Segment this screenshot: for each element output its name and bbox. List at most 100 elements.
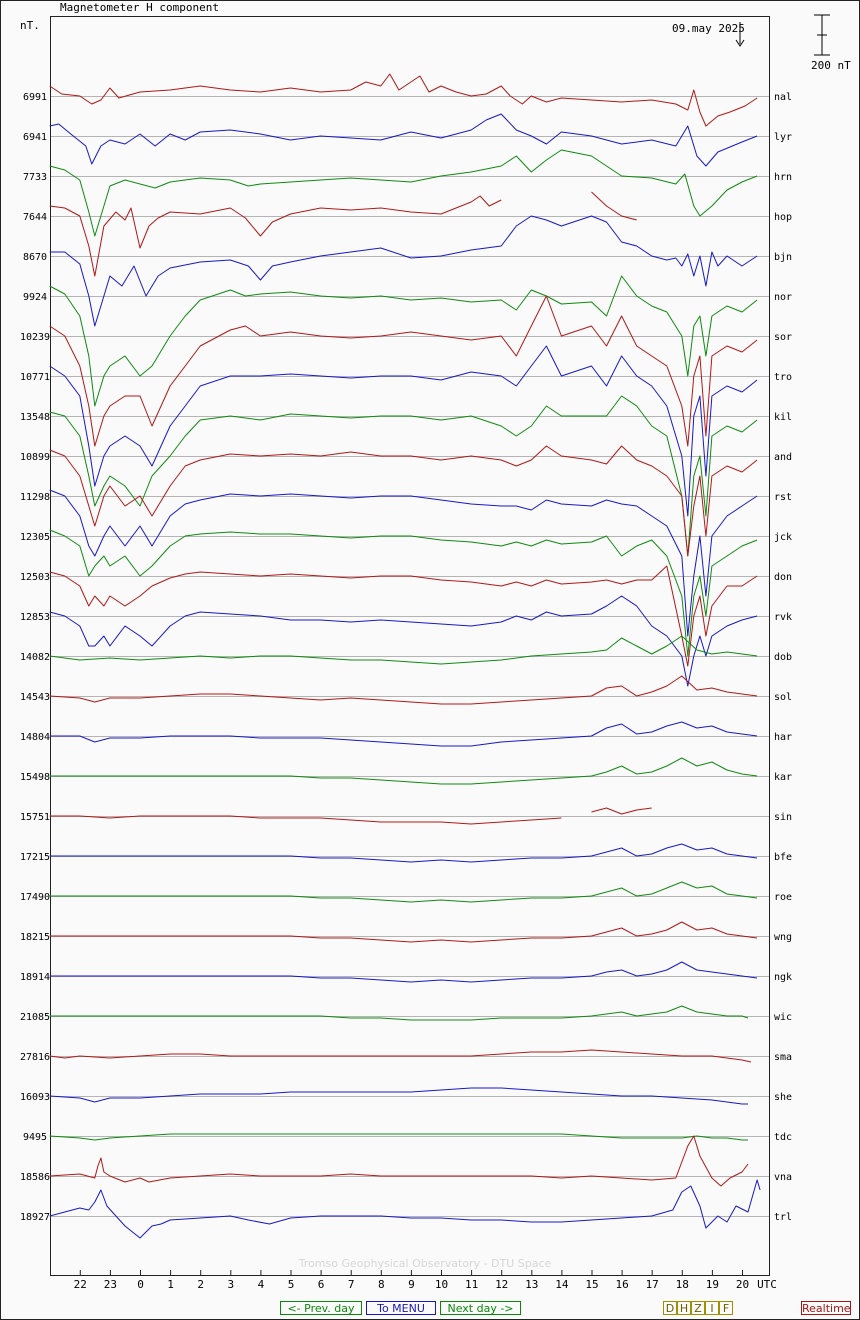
- station-label-wic: wic: [774, 1012, 792, 1023]
- trace-group: [49, 73, 761, 1239]
- x-tick-label-11: 11: [465, 1278, 478, 1291]
- trace-sor: [49, 295, 758, 447]
- station-label-sor: sor: [774, 332, 792, 343]
- baseline-label-and: 10899: [20, 452, 50, 463]
- component-h-button[interactable]: H: [677, 1301, 691, 1315]
- baseline-label-nal: 6991: [23, 92, 47, 103]
- baseline-label-rst: 11298: [20, 492, 50, 503]
- baseline-label-hop: 7644: [23, 212, 47, 223]
- x-unit-label: UTC: [757, 1278, 777, 1291]
- x-tick-label-20: 20: [736, 1278, 749, 1291]
- baseline-label-sin: 15751: [20, 812, 50, 823]
- baseline-label-vna: 18586: [20, 1172, 50, 1183]
- trace-sol: [49, 675, 758, 705]
- menu-button[interactable]: To MENU: [366, 1301, 436, 1315]
- component-f-button[interactable]: F: [719, 1301, 733, 1315]
- station-label-bfe: bfe: [774, 852, 792, 863]
- x-tick-label-5: 5: [288, 1278, 295, 1291]
- next-day-button[interactable]: Next day ->: [440, 1301, 521, 1315]
- baseline-label-hrn: 7733: [23, 172, 47, 183]
- realtime-button[interactable]: Realtime: [801, 1301, 851, 1315]
- x-tick-label-18: 18: [676, 1278, 689, 1291]
- trace-bfe: [49, 843, 758, 863]
- x-tick-label-0: 0: [137, 1278, 144, 1291]
- baseline-label-har: 14804: [20, 732, 50, 743]
- x-tick-label-10: 10: [435, 1278, 448, 1291]
- station-label-nal: nal: [774, 92, 792, 103]
- baseline-label-don: 12503: [20, 572, 50, 583]
- station-label-sol: sol: [774, 692, 792, 703]
- trace-jck: [49, 529, 758, 657]
- component-i-button[interactable]: I: [705, 1301, 719, 1315]
- station-label-sin: sin: [774, 812, 792, 823]
- baseline-label-kar: 15498: [20, 772, 50, 783]
- baseline-label-tro: 10771: [20, 372, 50, 383]
- date-arrow-icon: [735, 22, 745, 47]
- trace-nor: [49, 275, 758, 407]
- baseline-label-nor: 9924: [23, 292, 47, 303]
- station-label-sma: sma: [774, 1052, 792, 1063]
- baseline-label-trl: 18927: [20, 1212, 50, 1223]
- trace-hop: [49, 191, 637, 277]
- station-label-trl: trl: [774, 1212, 792, 1223]
- x-tick-label-1: 1: [167, 1278, 174, 1291]
- x-tick-label-7: 7: [348, 1278, 355, 1291]
- trace-hrn: [49, 149, 758, 237]
- station-label-wng: wng: [774, 932, 792, 943]
- station-label-tdc: tdc: [774, 1132, 792, 1143]
- x-tick-label-8: 8: [378, 1278, 385, 1291]
- station-labels: nal lyr hrn hop bjn nor sor tro kil and rst jck don r…: [774, 92, 792, 1223]
- trace-tro: [49, 345, 758, 517]
- station-label-roe: roe: [774, 892, 792, 903]
- baseline-label-lyr: 6941: [23, 132, 47, 143]
- x-tick-label-23: 23: [104, 1278, 117, 1291]
- chart-title: Magnetometer H component: [60, 1, 219, 14]
- component-z-button[interactable]: Z: [691, 1301, 705, 1315]
- station-label-she: she: [774, 1092, 792, 1103]
- station-label-hop: hop: [774, 212, 792, 223]
- credit-text: Tromso Geophysical Observatory - DTU Spa…: [298, 1257, 552, 1270]
- station-label-nor: nor: [774, 292, 792, 303]
- trace-kar: [49, 757, 758, 785]
- x-tick-label-16: 16: [615, 1278, 628, 1291]
- x-tick-label-9: 9: [408, 1278, 415, 1291]
- station-label-kil: kil: [774, 412, 792, 423]
- trace-wic: [49, 1005, 749, 1021]
- station-label-rvk: rvk: [774, 612, 792, 623]
- trace-rvk: [49, 595, 758, 687]
- baseline-label-sor: 10239: [20, 332, 50, 343]
- station-label-don: don: [774, 572, 792, 583]
- trace-nal: [49, 73, 758, 127]
- trace-tdc: [49, 1133, 748, 1141]
- baseline-label-rvk: 12853: [20, 612, 50, 623]
- baseline-label-ngk: 18914: [20, 972, 50, 983]
- component-d-button[interactable]: D: [663, 1301, 677, 1315]
- trace-vna: [49, 1135, 749, 1187]
- x-tick-label-12: 12: [495, 1278, 508, 1291]
- prev-day-button[interactable]: <- Prev. day: [280, 1301, 362, 1315]
- trace-trl: [49, 1179, 761, 1239]
- baseline-label-wng: 18215: [20, 932, 50, 943]
- x-tick-label-13: 13: [525, 1278, 538, 1291]
- station-label-har: har: [774, 732, 792, 743]
- station-label-rst: rst: [774, 492, 792, 503]
- x-tick-label-17: 17: [646, 1278, 659, 1291]
- trace-ngk: [49, 961, 758, 983]
- trace-roe: [49, 881, 758, 903]
- scale-label: 200 nT: [811, 59, 851, 72]
- trace-she: [49, 1087, 748, 1105]
- trace-don: [49, 565, 758, 667]
- station-label-hrn: hrn: [774, 172, 792, 183]
- trace-lyr: [49, 113, 758, 167]
- plot-frame: [50, 16, 770, 1276]
- baseline-label-tdc: 9495: [23, 1132, 47, 1143]
- station-label-vna: vna: [774, 1172, 792, 1183]
- trace-wng: [49, 921, 758, 943]
- station-label-jck: jck: [774, 532, 792, 543]
- x-tick-label-15: 15: [585, 1278, 598, 1291]
- trace-rst: [49, 489, 758, 637]
- trace-sma: [49, 1049, 752, 1063]
- baseline-label-kil: 13548: [20, 412, 50, 423]
- station-label-bjn: bjn: [774, 252, 792, 263]
